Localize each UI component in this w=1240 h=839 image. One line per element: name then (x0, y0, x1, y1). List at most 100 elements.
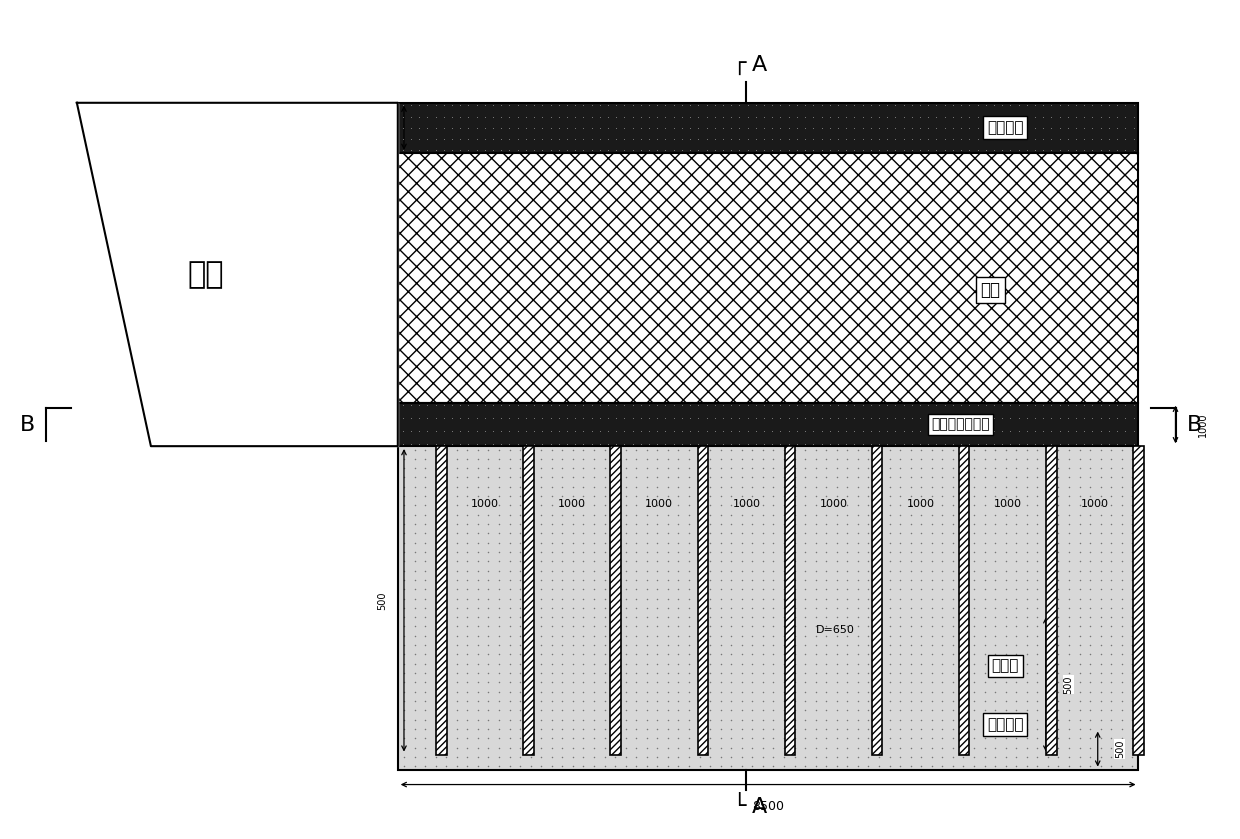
Point (701, 564, 720, 577)
Point (729, 121, 749, 134)
Point (1083, 411, 1102, 425)
Point (626, 759, 646, 773)
Point (647, 471, 667, 484)
Point (663, 98, 683, 112)
Point (393, 425, 413, 438)
Point (605, 759, 625, 773)
Point (446, 695, 466, 708)
Point (1080, 555, 1100, 568)
Point (795, 121, 815, 134)
Point (418, 121, 438, 134)
Point (827, 675, 847, 689)
Point (1028, 545, 1048, 559)
Point (573, 110, 593, 123)
Point (976, 133, 996, 146)
Point (466, 133, 486, 146)
Point (443, 437, 463, 451)
Point (531, 480, 551, 493)
Point (942, 638, 962, 652)
Point (911, 471, 931, 484)
Point (900, 536, 920, 550)
Point (932, 461, 952, 475)
Point (1101, 545, 1121, 559)
Point (595, 611, 615, 624)
Point (836, 399, 856, 412)
Point (467, 536, 487, 550)
Point (787, 399, 807, 412)
Point (552, 573, 572, 586)
Point (415, 591, 435, 605)
Point (510, 452, 529, 466)
Point (827, 611, 847, 624)
Point (552, 685, 572, 698)
Point (510, 582, 529, 596)
Point (848, 629, 868, 643)
Point (711, 685, 730, 698)
Point (795, 704, 815, 717)
Point (770, 425, 790, 438)
Point (942, 536, 962, 550)
Point (806, 452, 826, 466)
Point (732, 489, 751, 503)
Point (836, 425, 856, 438)
Point (1059, 489, 1079, 503)
Point (795, 425, 815, 438)
Point (489, 741, 508, 754)
Point (1091, 98, 1111, 112)
Point (409, 399, 429, 412)
Point (963, 722, 983, 736)
Point (1074, 399, 1094, 412)
Point (672, 143, 692, 157)
Point (466, 399, 486, 412)
Point (963, 555, 983, 568)
Point (804, 133, 823, 146)
Point (858, 750, 878, 763)
Point (996, 611, 1016, 624)
Point (404, 480, 424, 493)
Point (415, 675, 435, 689)
Point (774, 704, 794, 717)
Point (443, 98, 463, 112)
Point (639, 411, 658, 425)
Point (954, 582, 973, 596)
Point (975, 536, 994, 550)
Point (1080, 629, 1100, 643)
Point (595, 545, 615, 559)
Point (1017, 452, 1037, 466)
Point (844, 425, 864, 438)
Point (626, 582, 646, 596)
Point (446, 638, 466, 652)
Point (631, 411, 651, 425)
Point (573, 666, 593, 680)
Point (1049, 498, 1069, 512)
Point (595, 685, 615, 698)
Point (816, 452, 836, 466)
Point (668, 582, 688, 596)
Point (479, 518, 498, 531)
Point (837, 471, 857, 484)
Point (663, 121, 683, 134)
Point (900, 648, 920, 661)
Point (1049, 675, 1069, 689)
Point (963, 629, 983, 643)
Point (858, 657, 878, 670)
Point (795, 759, 815, 773)
Point (680, 638, 699, 652)
Point (510, 545, 529, 559)
Point (647, 591, 667, 605)
Point (663, 143, 683, 157)
Point (975, 648, 994, 661)
Point (869, 452, 889, 466)
Point (542, 498, 562, 512)
Point (932, 648, 952, 661)
Point (521, 545, 541, 559)
Point (458, 489, 477, 503)
Point (394, 695, 414, 708)
Point (394, 750, 414, 763)
Point (394, 527, 414, 540)
Point (595, 461, 615, 475)
Point (975, 657, 994, 670)
Point (942, 110, 962, 123)
Point (595, 518, 615, 531)
Point (1042, 425, 1061, 438)
